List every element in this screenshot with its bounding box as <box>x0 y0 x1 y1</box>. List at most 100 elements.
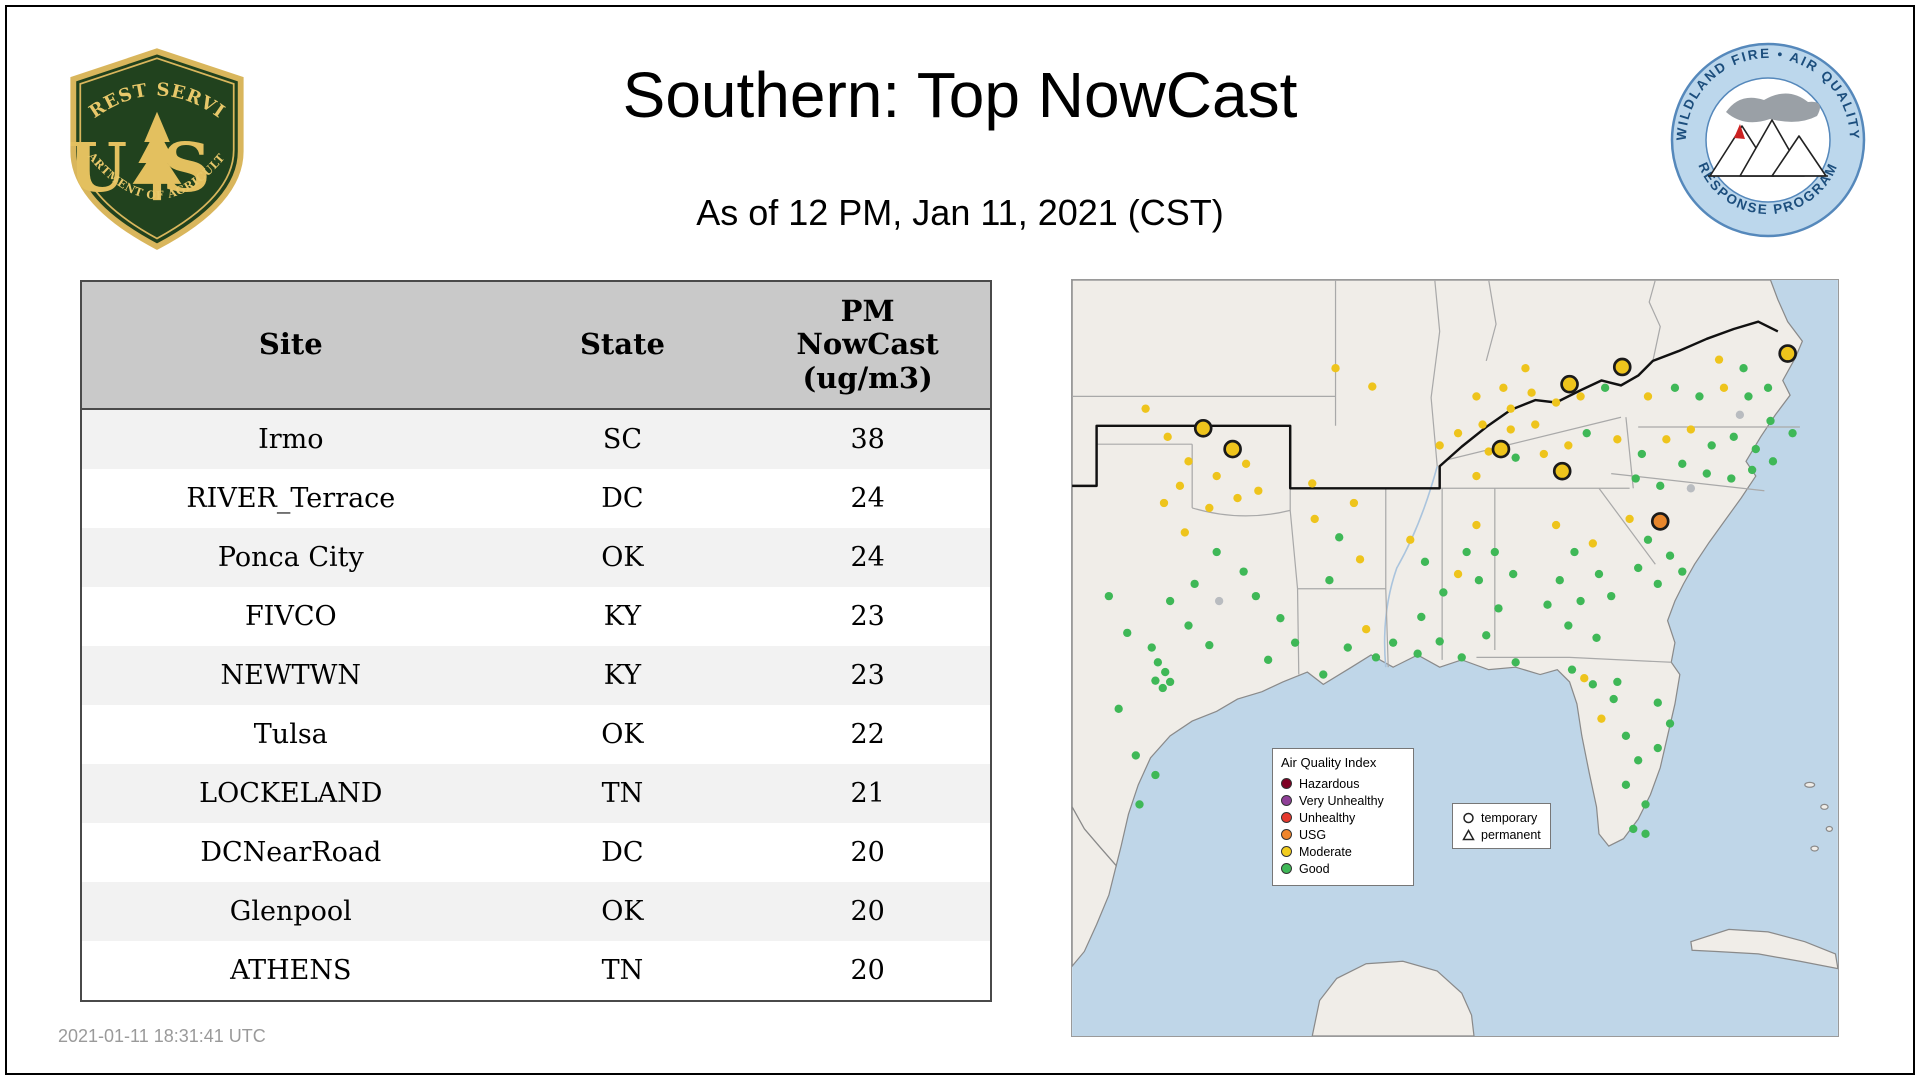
monitor-dot <box>1576 392 1585 401</box>
monitor-dot <box>1388 638 1398 647</box>
monitor-dot <box>1678 459 1687 468</box>
column-header: PM NowCast (ug/m3) <box>745 281 991 410</box>
monitor-dot <box>1263 655 1273 665</box>
pine-tree-icon <box>132 111 182 201</box>
aqi-legend: Air Quality Index Hazardous Very Unhealth… <box>1272 748 1414 886</box>
monitor-dot <box>1472 520 1481 530</box>
nowcast-table-container: Site State PM NowCast (ug/m3) Irmo SC 38 RIVE… <box>80 280 992 1002</box>
table-row: RIVER_Terrace DC 24 <box>81 469 991 528</box>
monitor-dot <box>1551 520 1561 530</box>
marker-type-legend: temporary permanent <box>1452 803 1551 849</box>
monitor-dot <box>1180 528 1189 537</box>
monitor-dot <box>1729 432 1738 442</box>
monitor-dot <box>1368 382 1377 391</box>
permanent-marker-icon <box>1462 828 1475 841</box>
monitor-dot <box>1251 591 1261 601</box>
monitor-dot <box>1735 410 1745 419</box>
monitor-dot <box>1582 428 1591 438</box>
aqi-label: Very Unhealthy <box>1299 793 1384 808</box>
monitor-dot <box>1175 481 1185 491</box>
monitor-dot <box>1613 435 1622 444</box>
aqi-legend-item: Very Unhealthy <box>1281 792 1405 809</box>
monitor-dot <box>1707 441 1716 450</box>
monitor-dot <box>1653 743 1662 753</box>
monitor-dot <box>1153 658 1163 667</box>
monitor-dot <box>1653 579 1662 589</box>
monitor-dot <box>1719 383 1729 392</box>
monitor-dot <box>1472 471 1481 481</box>
site-cell: Glenpool <box>229 896 352 927</box>
monitor-dot <box>1420 557 1430 566</box>
temporary-monitor-marker <box>1223 439 1242 459</box>
state-cell: SC <box>602 424 643 455</box>
temporary-label: temporary <box>1481 810 1538 825</box>
monitor-dot <box>1371 653 1381 662</box>
monitor-dot <box>1494 604 1503 613</box>
aqi-label: Hazardous <box>1299 776 1360 791</box>
monitor-dot <box>1453 569 1463 579</box>
monitor-dot <box>1163 432 1172 442</box>
monitor-dot <box>1629 824 1638 834</box>
monitor-dot <box>1472 392 1481 401</box>
aqi-swatch <box>1281 778 1292 789</box>
monitor-dot <box>1254 486 1263 495</box>
monitor-dot <box>1413 649 1422 658</box>
aqi-legend-item: Unhealthy <box>1281 809 1405 826</box>
monitor-dot <box>1147 643 1156 652</box>
monitor-dot <box>1151 770 1160 780</box>
monitor-dot <box>1527 388 1536 397</box>
region-border <box>1072 320 1779 490</box>
temporary-monitor-marker <box>1778 344 1797 363</box>
monitor-dot <box>1290 638 1300 647</box>
monitor-dot <box>1135 800 1144 809</box>
aqi-label: Unhealthy <box>1299 810 1356 825</box>
site-cell: DCNearRoad <box>200 837 382 868</box>
monitor-dot <box>1747 465 1757 475</box>
aqi-swatch <box>1281 829 1292 840</box>
monitor-dot <box>1665 719 1675 728</box>
monitor-dot <box>1551 398 1561 407</box>
value-cell: 24 <box>850 542 885 573</box>
monitor-dot <box>1417 612 1426 622</box>
monitor-dot <box>1539 449 1548 459</box>
mountains-icon <box>1709 119 1827 177</box>
monitor-dot <box>1653 698 1662 707</box>
value-cell: 22 <box>850 719 885 750</box>
monitor-dot <box>1641 829 1650 838</box>
temporary-monitor-marker <box>1612 357 1632 377</box>
table-row: NEWTWN KY 23 <box>81 646 991 705</box>
monitor-dot <box>1439 588 1448 597</box>
monitor-markers <box>1104 355 1797 838</box>
monitor-dot <box>1212 547 1221 557</box>
airfire-logo: WILDLAND FIRE • AIR QUALITY RESPONSE PRO… <box>1668 40 1868 245</box>
monitor-dot <box>1190 579 1199 589</box>
nowcast-table: Site State PM NowCast (ug/m3) Irmo SC 38 RIVE… <box>80 280 992 1002</box>
monitor-dot <box>1727 474 1736 483</box>
monitor-dot <box>1531 420 1540 429</box>
aqi-label: Moderate <box>1299 844 1352 859</box>
monitor-dot <box>1631 474 1640 483</box>
value-cell: 23 <box>850 660 885 691</box>
monitor-dot <box>1462 547 1471 557</box>
state-cell: TN <box>601 778 644 809</box>
monitor-dot <box>1739 364 1748 373</box>
monitor-dot <box>1474 576 1484 585</box>
monitor-dot <box>1161 667 1170 677</box>
site-cell: Tulsa <box>253 719 328 750</box>
nowcast-table-body: Irmo SC 38 RIVER_Terrace DC 24 Ponca City OK 24 F… <box>81 409 991 1001</box>
monitor-dot <box>1457 653 1466 662</box>
temporary-monitor-markers <box>1193 344 1797 531</box>
monitor-dot <box>1343 643 1352 652</box>
monitor-dot <box>1634 756 1643 765</box>
table-row: Irmo SC 38 <box>81 409 991 469</box>
aqi-legend-item: USG <box>1281 826 1405 843</box>
site-cell: Ponca City <box>217 542 364 573</box>
monitor-dot <box>1766 416 1775 426</box>
monitor-dot <box>1751 444 1760 454</box>
monitor-dot <box>1239 567 1248 576</box>
monitor-dot <box>1509 569 1518 579</box>
monitor-dot <box>1484 447 1493 456</box>
table-row: ATHENS TN 20 <box>81 941 991 1001</box>
temporary-monitor-marker <box>1491 439 1511 459</box>
monitor-dot <box>1714 355 1724 364</box>
